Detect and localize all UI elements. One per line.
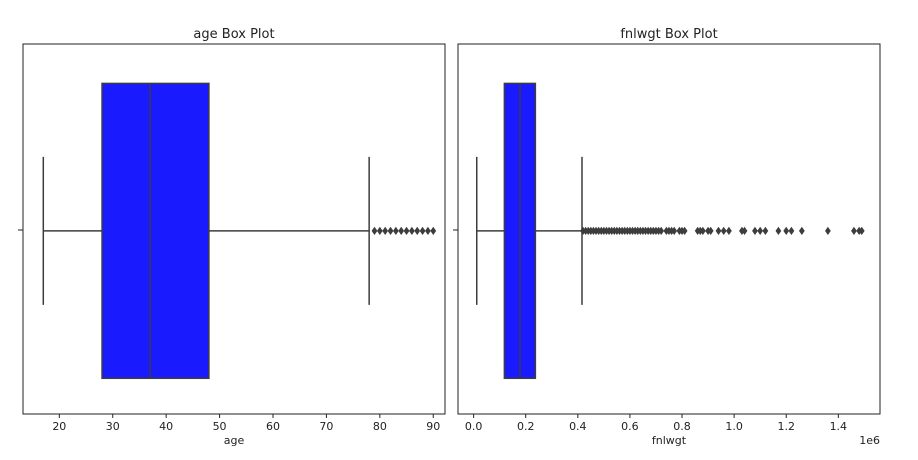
fnlwgt-plot-frame — [457, 43, 881, 415]
fnlwgt-outlier-point — [726, 226, 732, 235]
fnlwgt-x-tick-label: 1.2 — [777, 420, 795, 433]
fnlwgt-outlier-point — [775, 226, 782, 235]
fnlwgt-outlier-point — [752, 226, 758, 235]
age-x-tick-label: 70 — [319, 420, 333, 433]
fnlwgt-plot-title: fnlwgt Box Plot — [620, 27, 717, 42]
age-outlier-point — [419, 226, 426, 235]
fnlwgt-outlier-point — [757, 226, 764, 235]
fnlwgt-x-tick-label: 0.2 — [517, 420, 535, 433]
fnlwgt-x-tick-label: 0.0 — [465, 420, 483, 433]
fnlwgt-x-tick-label: 0.8 — [673, 420, 691, 433]
fnlwgt-outlier-point — [762, 226, 769, 235]
age-outlier-point — [430, 226, 437, 235]
fnlwgt-outlier-point — [788, 226, 795, 235]
age-plot-frame — [22, 43, 446, 415]
fnlwgt-outlier-point — [720, 226, 727, 235]
fnlwgt-outlier-point — [658, 226, 665, 235]
age-outlier-point — [376, 226, 383, 235]
age-box-plot-panel: age Box Plot 20 30 40 50 60 70 80 90 age — [18, 27, 446, 447]
age-plot-title: age Box Plot — [193, 27, 274, 42]
age-plot-area — [42, 82, 437, 380]
age-outlier-point — [414, 226, 421, 235]
age-outlier-point — [425, 226, 431, 235]
age-outlier-point — [398, 226, 405, 235]
fnlwgt-x-tick-label: 0.4 — [569, 420, 587, 433]
fnlwgt-x-tick-label: 1.4 — [830, 420, 848, 433]
fnlwgt-outlier-point — [825, 226, 831, 235]
fnlwgt-box-plot-panel: fnlwgt Box Plot 0.0 0.2 0.4 0.6 0.8 1.0 1.2 1.4… — [453, 27, 881, 447]
fnlwgt-outlier-point — [858, 226, 865, 235]
age-outlier-point — [403, 226, 410, 235]
fnlwgt-x-axis-offset: 1e6 — [859, 434, 880, 447]
fnlwgt-outlier-point — [851, 226, 857, 235]
age-x-tick-label: 30 — [106, 420, 120, 433]
age-x-axis-label: age — [224, 434, 245, 447]
fnlwgt-outlier-point — [715, 226, 722, 235]
age-x-tick-label: 50 — [213, 420, 227, 433]
age-x-tick-label: 40 — [159, 420, 173, 433]
age-outlier-point — [371, 226, 378, 235]
fnlwgt-x-axis-ticks: 0.0 0.2 0.4 0.6 0.8 1.0 1.2 1.4 — [465, 414, 847, 433]
age-x-tick-label: 20 — [52, 420, 66, 433]
age-x-tick-label: 90 — [426, 420, 440, 433]
fnlwgt-outlier-point — [798, 226, 805, 235]
fnlwgt-x-tick-label: 0.6 — [621, 420, 639, 433]
fnlwgt-plot-area — [476, 82, 865, 380]
fnlwgt-x-axis-label: fnlwgt — [652, 434, 687, 447]
fnlwgt-outlier-point — [707, 226, 714, 235]
age-outlier-point — [382, 226, 389, 235]
fnlwgt-outlier-point — [783, 226, 790, 235]
fnlwgt-outlier-point — [699, 226, 706, 235]
age-x-tick-label: 80 — [373, 420, 387, 433]
age-x-tick-label: 60 — [266, 420, 280, 433]
age-outlier-point — [392, 226, 399, 235]
fnlwgt-x-tick-label: 1.0 — [725, 420, 743, 433]
fnlwgt-outlier-point — [681, 226, 688, 235]
age-x-axis-ticks: 20 30 40 50 60 70 80 90 — [52, 414, 440, 433]
age-outlier-point — [408, 226, 415, 235]
age-iqr-box — [101, 82, 210, 380]
fnlwgt-outlier-point — [671, 226, 678, 235]
age-outlier-point — [387, 226, 394, 235]
fnlwgt-outlier-point — [741, 226, 748, 235]
